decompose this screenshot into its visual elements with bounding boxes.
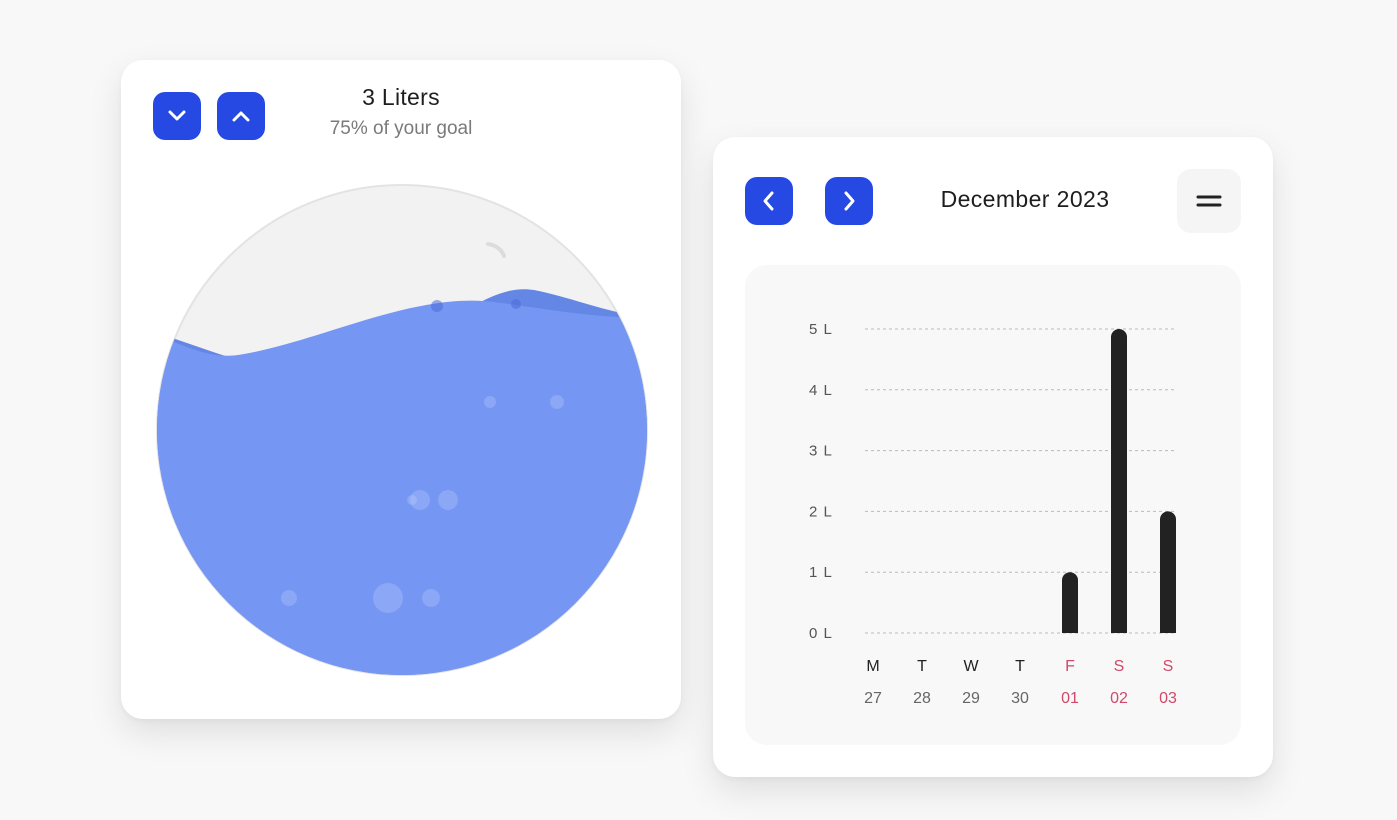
- weekday-label: S: [1114, 658, 1125, 675]
- date-label[interactable]: 02: [1110, 690, 1128, 707]
- y-tick-label: 4 L: [809, 382, 833, 399]
- decrease-water-button[interactable]: [153, 92, 201, 140]
- date-label[interactable]: 28: [913, 690, 931, 707]
- y-tick-label: 3 L: [809, 443, 833, 460]
- date-label[interactable]: 01: [1061, 690, 1079, 707]
- weekday-label: W: [963, 658, 979, 675]
- menu-icon: [1196, 195, 1222, 207]
- next-month-button[interactable]: [825, 177, 873, 225]
- bar-02[interactable]: [1111, 329, 1127, 633]
- chevron-down-icon: [168, 110, 186, 121]
- y-tick-label: 1 L: [809, 564, 833, 581]
- month-label: December 2023: [940, 186, 1110, 212]
- bar-01[interactable]: [1062, 572, 1078, 633]
- date-label[interactable]: 30: [1011, 690, 1029, 707]
- bar-base: [1111, 625, 1127, 633]
- bar-base: [1062, 625, 1078, 633]
- weekday-label: T: [917, 658, 927, 675]
- y-tick-label: 5 L: [809, 321, 833, 338]
- bar-03[interactable]: [1160, 511, 1176, 633]
- water-amount-label: 3 Liters: [362, 84, 440, 110]
- goal-progress-label: 75% of your goal: [329, 118, 473, 139]
- glass-reflection: [486, 242, 506, 258]
- calendar-history-card: December 2023 0 L 1 L 2 L 3 L 4 L 5 L M 27 T 28 W…: [713, 137, 1273, 777]
- y-tick-label: 2 L: [809, 503, 833, 520]
- weekday-label: M: [866, 658, 879, 675]
- menu-button[interactable]: [1177, 169, 1241, 233]
- previous-month-button[interactable]: [745, 177, 793, 225]
- weekday-label: F: [1065, 658, 1075, 675]
- date-label[interactable]: 03: [1159, 690, 1177, 707]
- chevron-left-icon: [763, 191, 774, 211]
- water-level-globe: [156, 184, 648, 676]
- chevron-right-icon: [844, 191, 855, 211]
- daily-intake-chart: 0 L 1 L 2 L 3 L 4 L 5 L M 27 T 28 W 29 T 30 F 01 S 02 S 03: [745, 265, 1241, 745]
- water-intake-card: 3 Liters 75% of your goal: [121, 60, 681, 719]
- wave-front: [157, 300, 647, 675]
- weekday-label: T: [1015, 658, 1025, 675]
- weekday-label: S: [1163, 658, 1174, 675]
- increase-water-button[interactable]: [217, 92, 265, 140]
- chevron-up-icon: [232, 111, 250, 122]
- date-label[interactable]: 29: [962, 690, 980, 707]
- date-label[interactable]: 27: [864, 690, 882, 707]
- bar-chart: 0 L 1 L 2 L 3 L 4 L 5 L M 27 T 28 W 29 T 30 F 01 S 02 S 03: [809, 321, 1177, 707]
- bar-base: [1160, 625, 1176, 633]
- bubbles: [281, 395, 564, 613]
- y-tick-label: 0 L: [809, 625, 833, 642]
